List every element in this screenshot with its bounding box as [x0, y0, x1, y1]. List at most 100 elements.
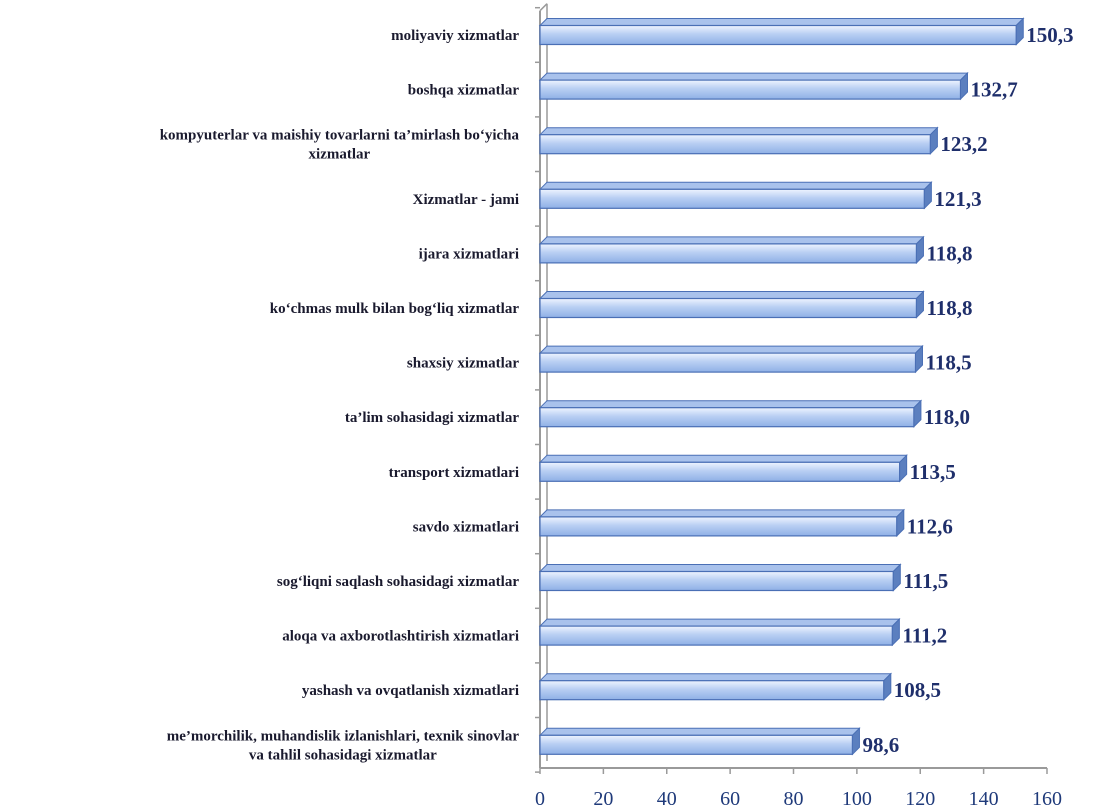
x-tick-label: 40 [657, 788, 677, 810]
bar-top-face [538, 509, 906, 518]
bar-end-face [891, 617, 900, 647]
bar-front-face [539, 79, 962, 100]
bar [538, 290, 925, 319]
bar-value-label: 111,5 [903, 569, 948, 593]
bar-front-face [539, 516, 898, 537]
bar-end-face [914, 344, 923, 374]
bar-value-label: 118,0 [924, 405, 970, 429]
bar-top-face [538, 673, 893, 682]
category-label: transport xizmatlari [389, 465, 519, 481]
category-label: me’morchilik, muhandislik izlanishlari, … [167, 728, 520, 763]
bar-end-face [929, 126, 938, 155]
bar [538, 344, 924, 374]
bar-front-face [539, 407, 915, 428]
category-label-line: yashash va ovqatlanish xizmatlari [302, 683, 519, 699]
category-label-line: aloqa va axborotlashtirish xizmatlari [282, 629, 519, 645]
bar-end-face [892, 563, 901, 592]
bar-top-face [538, 564, 902, 572]
bar [538, 235, 925, 265]
bar-front-face [539, 243, 918, 264]
bar-top-face [538, 400, 923, 409]
bar-front-face [539, 134, 931, 155]
x-tick-label: 20 [593, 788, 613, 810]
bar-end-face [899, 454, 908, 483]
bar-value-label: 98,6 [862, 733, 899, 757]
x-tick-label: 100 [842, 788, 872, 810]
bar-end-face [915, 235, 924, 265]
bar-top-face [538, 72, 969, 81]
category-label-line: shaxsiy xizmatlar [407, 356, 519, 372]
category-label: savdo xizmatlari [413, 519, 519, 535]
bar-front-face [539, 680, 885, 701]
bar-front-face [539, 461, 901, 482]
bar [538, 181, 933, 210]
category-label: ijara xizmatlari [419, 246, 519, 262]
bar-top-face [538, 618, 901, 627]
category-label-line: transport xizmatlari [389, 465, 519, 481]
bar-front-face [539, 24, 1017, 46]
bar-end-face [959, 71, 968, 101]
bar [538, 454, 908, 483]
bar-top-face [538, 727, 861, 736]
x-tick-label: 160 [1032, 788, 1062, 810]
bar-front-face [539, 297, 918, 319]
bar-front-face [539, 570, 894, 592]
y-axis-cap [539, 3, 548, 12]
bar-end-face [896, 508, 905, 538]
category-label: boshqa xizmatlar [408, 83, 520, 99]
category-label: shaxsiy xizmatlar [407, 356, 519, 372]
bar-value-label: 123,2 [940, 132, 987, 156]
bar-top-face [538, 454, 908, 463]
bar-value-label: 112,6 [907, 514, 953, 538]
bar-end-face [913, 399, 922, 428]
category-label-line: ko‘chmas mulk bilan bog‘liq xizmatlar [270, 301, 520, 317]
bar-end-face [915, 290, 924, 319]
category-label: aloqa va axborotlashtirish xizmatlari [282, 629, 519, 645]
bar-value-label: 150,3 [1026, 23, 1073, 47]
bar [538, 563, 902, 592]
bar-end-face [1015, 17, 1024, 46]
bar-end-face [923, 181, 932, 210]
category-label-line: ta’lim sohasidagi xizmatlar [345, 410, 519, 426]
bar [538, 399, 923, 428]
bar-value-label: 121,3 [934, 187, 981, 211]
x-tick-label: 120 [905, 788, 935, 810]
bar-value-label: 113,5 [910, 460, 956, 484]
bar-front-face [539, 188, 925, 209]
bar-end-face [851, 727, 860, 756]
bar [538, 17, 1025, 46]
category-label-line: savdo xizmatlari [413, 519, 519, 535]
bar-front-face [539, 734, 854, 755]
category-label-line: me’morchilik, muhandislik izlanishlari, … [167, 728, 520, 744]
bar [538, 727, 861, 756]
bar [538, 672, 893, 701]
bar-value-label: 118,5 [925, 351, 971, 375]
bar-top-face [538, 345, 924, 354]
bar-top-face [538, 236, 925, 245]
category-label-line: moliyaviy xizmatlar [391, 28, 519, 44]
bar [538, 617, 901, 647]
label-layer: 150,3 moliyaviy xizmatlar 132,7 boshqa xizm… [160, 23, 1074, 763]
bar-top-face [538, 18, 1025, 26]
bar-top-face [538, 127, 939, 136]
bar-top-face [538, 291, 925, 299]
category-label-line: sog‘liqni saqlash sohasidagi xizmatlar [277, 574, 519, 590]
bar [538, 71, 969, 101]
bar-value-label: 118,8 [926, 241, 972, 265]
category-label-line: ijara xizmatlari [419, 246, 519, 262]
category-label-line: kompyuterlar va maishiy tovarlarni ta’mi… [160, 128, 520, 144]
bar-value-label: 118,8 [926, 296, 972, 320]
bar-value-label: 111,2 [902, 624, 947, 648]
bar-value-label: 108,5 [894, 678, 941, 702]
bar-value-label: 132,7 [970, 78, 1017, 102]
category-label: ta’lim sohasidagi xizmatlar [345, 410, 519, 426]
bar [538, 126, 939, 155]
bar-end-face [883, 672, 892, 701]
category-label-line: xizmatlar [309, 147, 371, 163]
category-label-line: va tahlil sohasidagi xizmatlar [249, 747, 437, 763]
category-label: yashash va ovqatlanish xizmatlari [302, 683, 519, 699]
x-tick-label: 0 [535, 788, 545, 810]
x-tick-label: 60 [720, 788, 740, 810]
x-tick-label: 140 [969, 788, 999, 810]
